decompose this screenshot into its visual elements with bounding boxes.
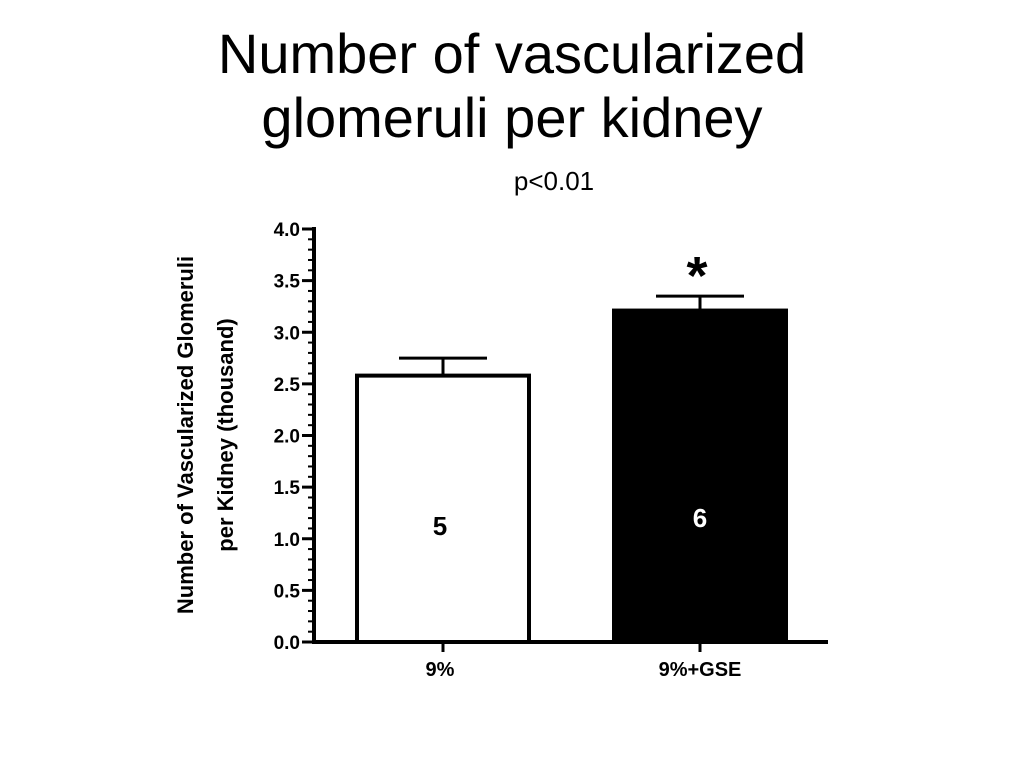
y-axis-label-line: Number of Vascularized Glomeruli bbox=[173, 256, 198, 614]
y-axis-label: Number of Vascularized Glomeruli per Kidn… bbox=[173, 256, 238, 614]
y-tick-label: 1.0 bbox=[274, 530, 300, 551]
sample-size-label: 5 bbox=[433, 511, 447, 541]
y-tick-label: 3.5 bbox=[274, 272, 301, 293]
p-value-annotation: p<0.01 bbox=[513, 166, 595, 196]
page-title: Number of vascularized glomeruli per kid… bbox=[0, 22, 1024, 150]
y-tick-label: 2.5 bbox=[274, 375, 301, 396]
sample-size-label: 6 bbox=[693, 503, 707, 533]
y-tick-label: 0.5 bbox=[274, 581, 301, 602]
title-line-2: glomeruli per kidney bbox=[261, 86, 763, 149]
y-tick-label: 4.0 bbox=[274, 220, 300, 241]
x-tick-label: 9%+GSE bbox=[659, 659, 742, 681]
y-tick-label: 0.0 bbox=[274, 633, 300, 654]
y-axis-label-line: per Kidney (thousand) bbox=[213, 318, 238, 551]
bar bbox=[355, 373, 531, 644]
title-line-1: Number of vascularized bbox=[217, 22, 807, 85]
bar bbox=[612, 308, 788, 644]
y-tick-label: 3.0 bbox=[274, 323, 300, 344]
y-tick-label: 1.5 bbox=[274, 478, 301, 499]
significance-mark: * bbox=[686, 246, 707, 306]
x-tick-label: 9% bbox=[426, 659, 455, 681]
y-tick-label: 2.0 bbox=[274, 427, 300, 448]
